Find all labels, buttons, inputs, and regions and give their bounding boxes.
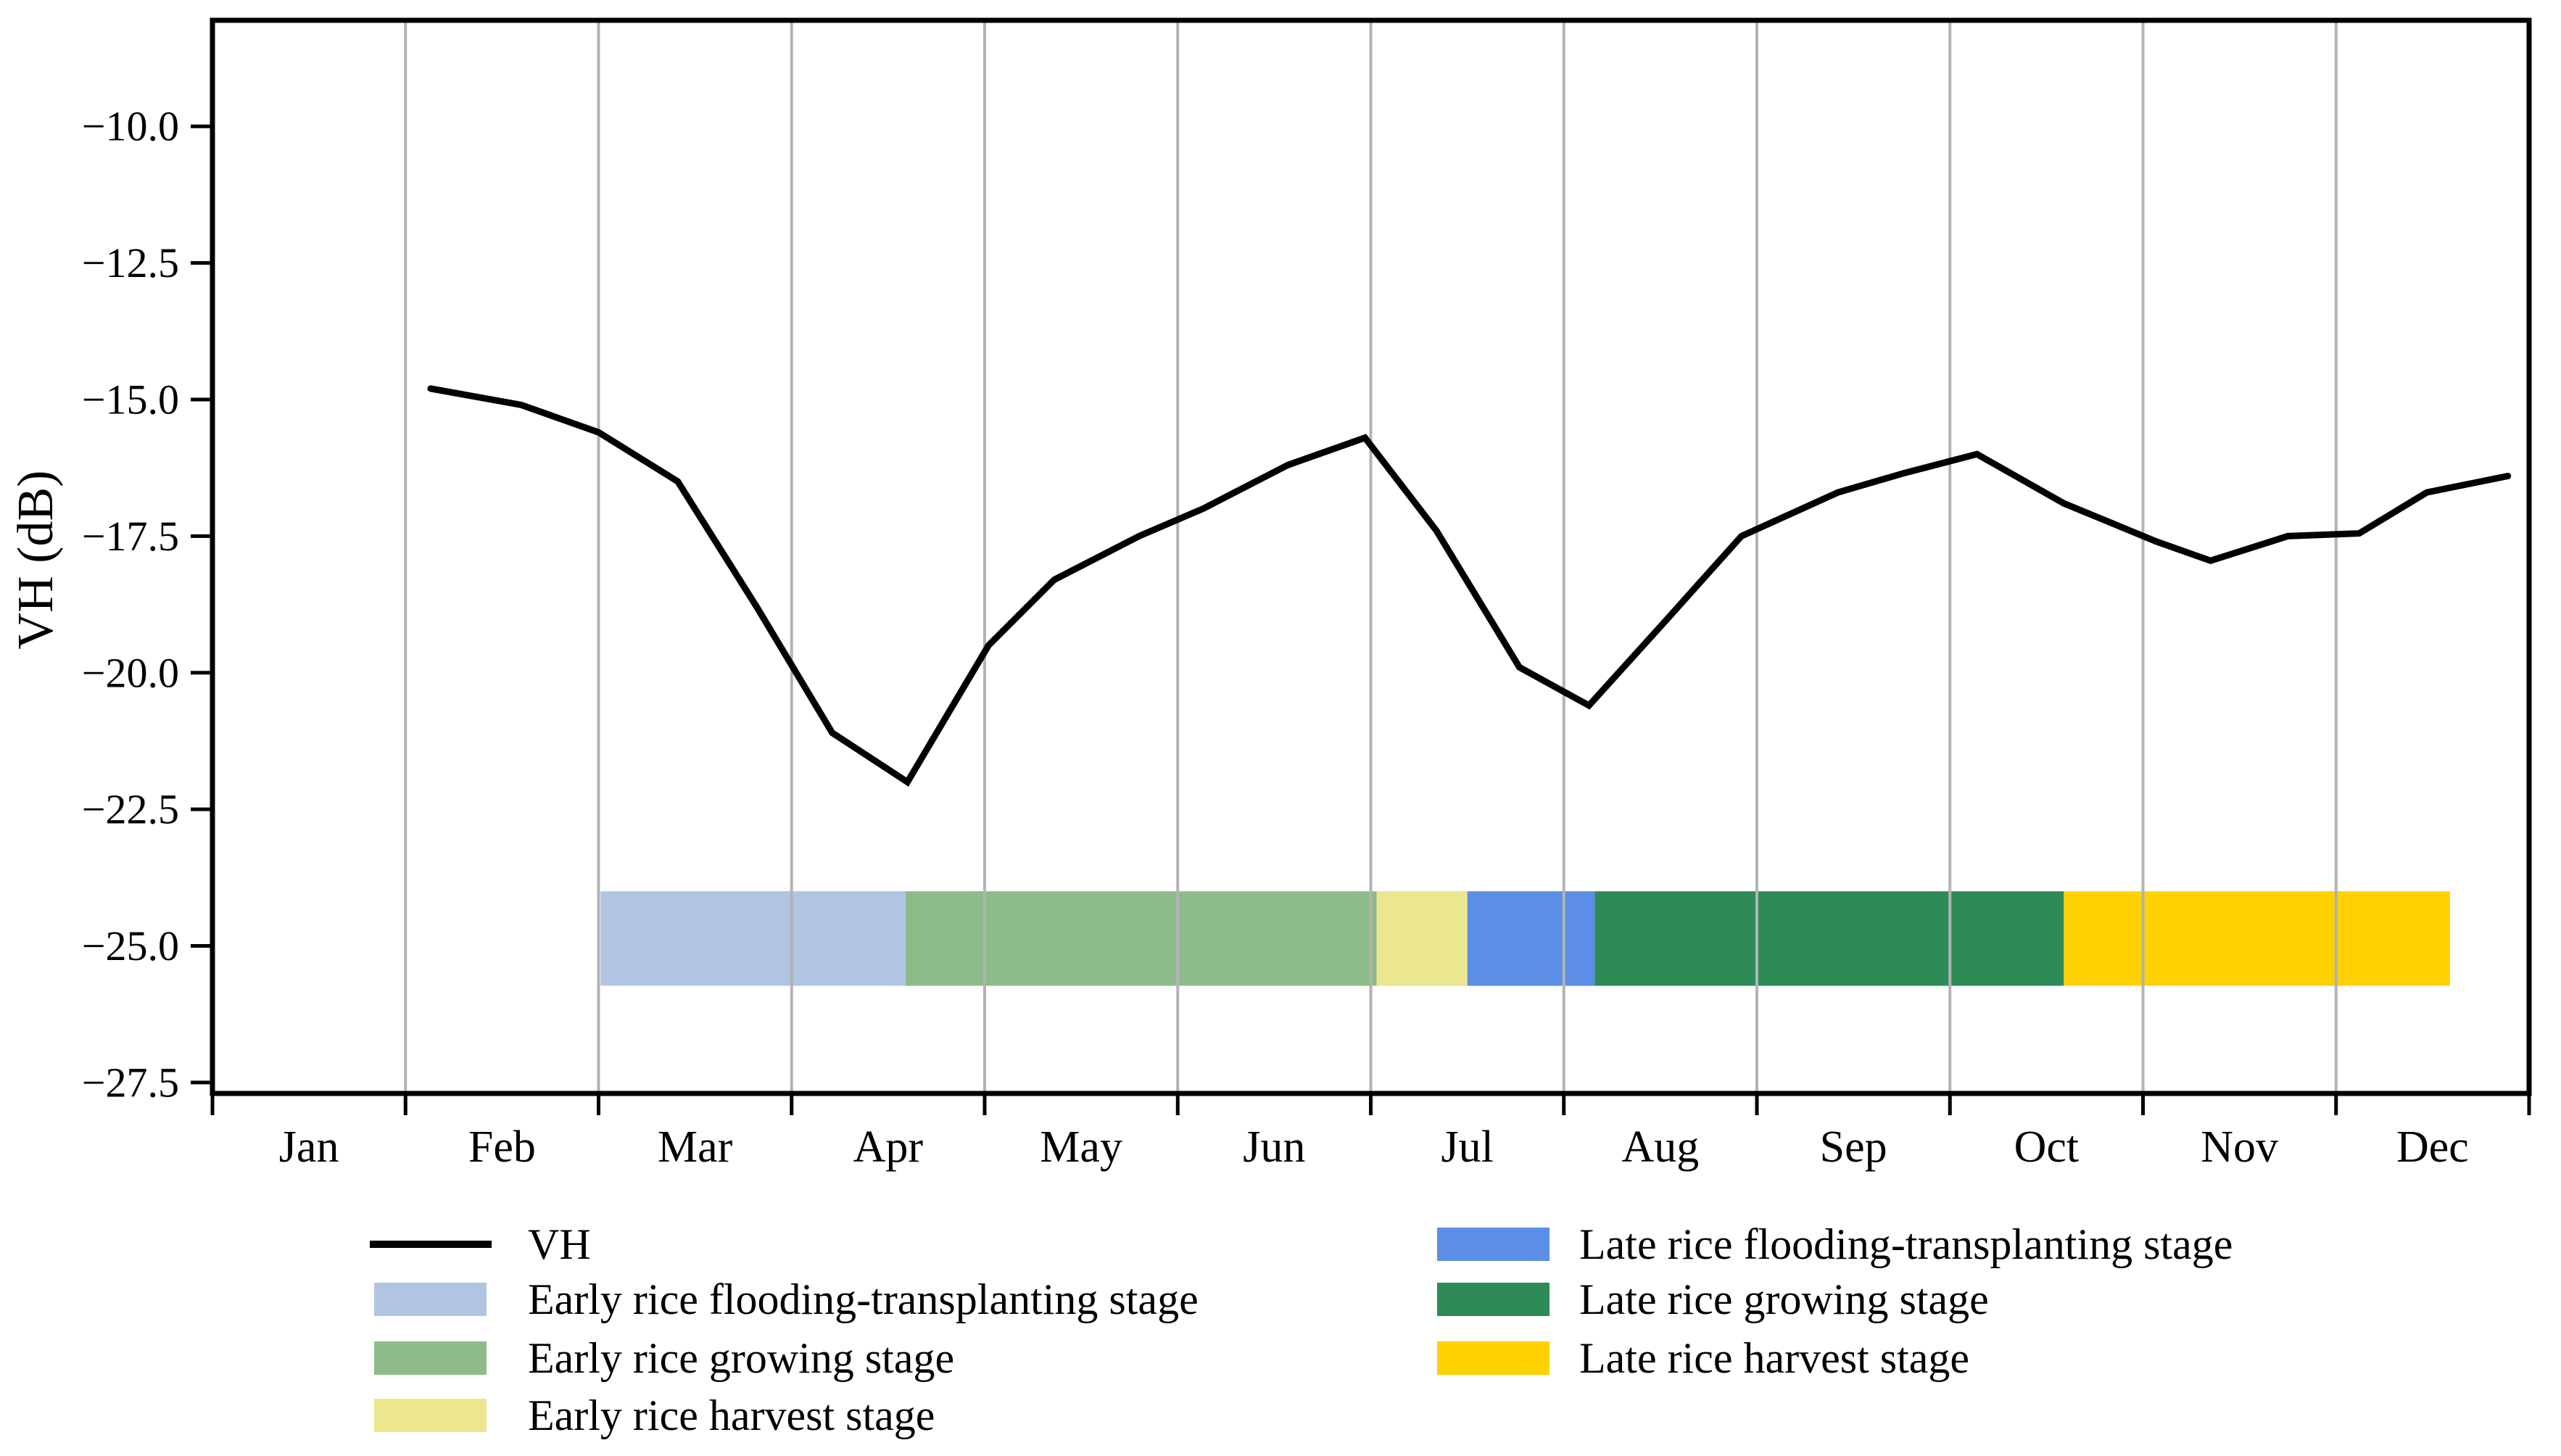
stage-band-0 [600,891,906,986]
y-axis-title: VH (dB) [8,471,64,650]
month-label: Apr [853,1122,924,1172]
month-label: May [1040,1122,1122,1172]
early-harvest-swatch [374,1399,487,1432]
month-label: Aug [1621,1122,1699,1172]
late-growing-swatch [1437,1283,1550,1316]
month-label: Jan [279,1122,339,1172]
legend-item-early-flooding: Early rice flooding-transplanting stage [374,1275,1199,1323]
y-tick-label: −22.5 [82,786,179,833]
early-flooding-swatch [374,1283,487,1316]
gridlines-group [404,22,2338,1091]
legend-label-early-flooding: Early rice flooding-transplanting stage [528,1275,1199,1323]
x-month-labels-group: Jan Feb Mar Apr May Jun Jul Aug Sep Oct Nov Dec [279,1122,2469,1172]
stage-band-5 [2064,891,2450,986]
legend: VH Early rice flooding-transplanting sta… [370,1220,2233,1439]
late-flooding-swatch [1437,1228,1550,1261]
y-tick-label: −25.0 [82,922,179,969]
y-tick-label: −10.0 [82,103,179,150]
y-tick-label: −20.0 [82,649,179,696]
stage-band-1 [905,891,1377,986]
month-label: Nov [2201,1122,2278,1172]
month-label: Oct [2014,1122,2080,1172]
y-tick-label: −12.5 [82,239,179,286]
legend-item-late-harvest: Late rice harvest stage [1437,1334,1969,1382]
legend-label-late-growing: Late rice growing stage [1579,1275,1989,1323]
month-label: Jun [1243,1122,1305,1172]
legend-item-early-harvest: Early rice harvest stage [374,1391,935,1439]
y-tick-label: −15.0 [82,376,179,423]
stage-bands-group [600,891,2450,986]
legend-label-early-growing: Early rice growing stage [528,1334,954,1382]
month-label: Dec [2396,1122,2469,1172]
legend-label-early-harvest: Early rice harvest stage [528,1391,935,1439]
legend-label-vh: VH [528,1220,591,1268]
month-label: Sep [1820,1122,1887,1172]
y-tick-label: −27.5 [82,1059,179,1106]
month-label: Feb [468,1122,536,1172]
stage-band-3 [1467,891,1595,986]
stage-band-2 [1376,891,1468,986]
vh-series-line [427,385,2512,787]
legend-label-late-flooding: Late rice flooding-transplanting stage [1579,1220,2233,1268]
legend-item-vh: VH [370,1220,591,1268]
legend-item-late-growing: Late rice growing stage [1437,1275,1989,1323]
y-tick-label: −17.5 [82,513,179,560]
legend-item-late-flooding: Late rice flooding-transplanting stage [1437,1220,2233,1268]
stage-band-4 [1594,891,2064,986]
y-tick-labels-group: −10.0 −12.5 −15.0 −17.5 −20.0 −22.5 −25.0 −27.5 [82,103,179,1107]
late-harvest-swatch [1437,1341,1550,1375]
month-label: Jul [1441,1122,1493,1172]
vh-line-group [427,385,2512,787]
month-label: Mar [658,1122,733,1172]
legend-item-early-growing: Early rice growing stage [374,1334,954,1382]
early-growing-swatch [374,1341,487,1375]
axis-ticks-group [191,124,2531,1115]
legend-label-late-harvest: Late rice harvest stage [1579,1334,1969,1382]
